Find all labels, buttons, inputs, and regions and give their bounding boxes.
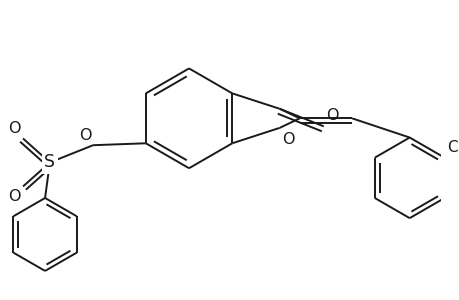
Text: Cl: Cl [447, 140, 459, 155]
Text: O: O [282, 132, 295, 147]
Text: O: O [9, 189, 21, 204]
Text: O: O [9, 121, 21, 136]
Text: O: O [325, 109, 337, 124]
Text: S: S [44, 154, 55, 172]
Text: O: O [78, 128, 91, 143]
